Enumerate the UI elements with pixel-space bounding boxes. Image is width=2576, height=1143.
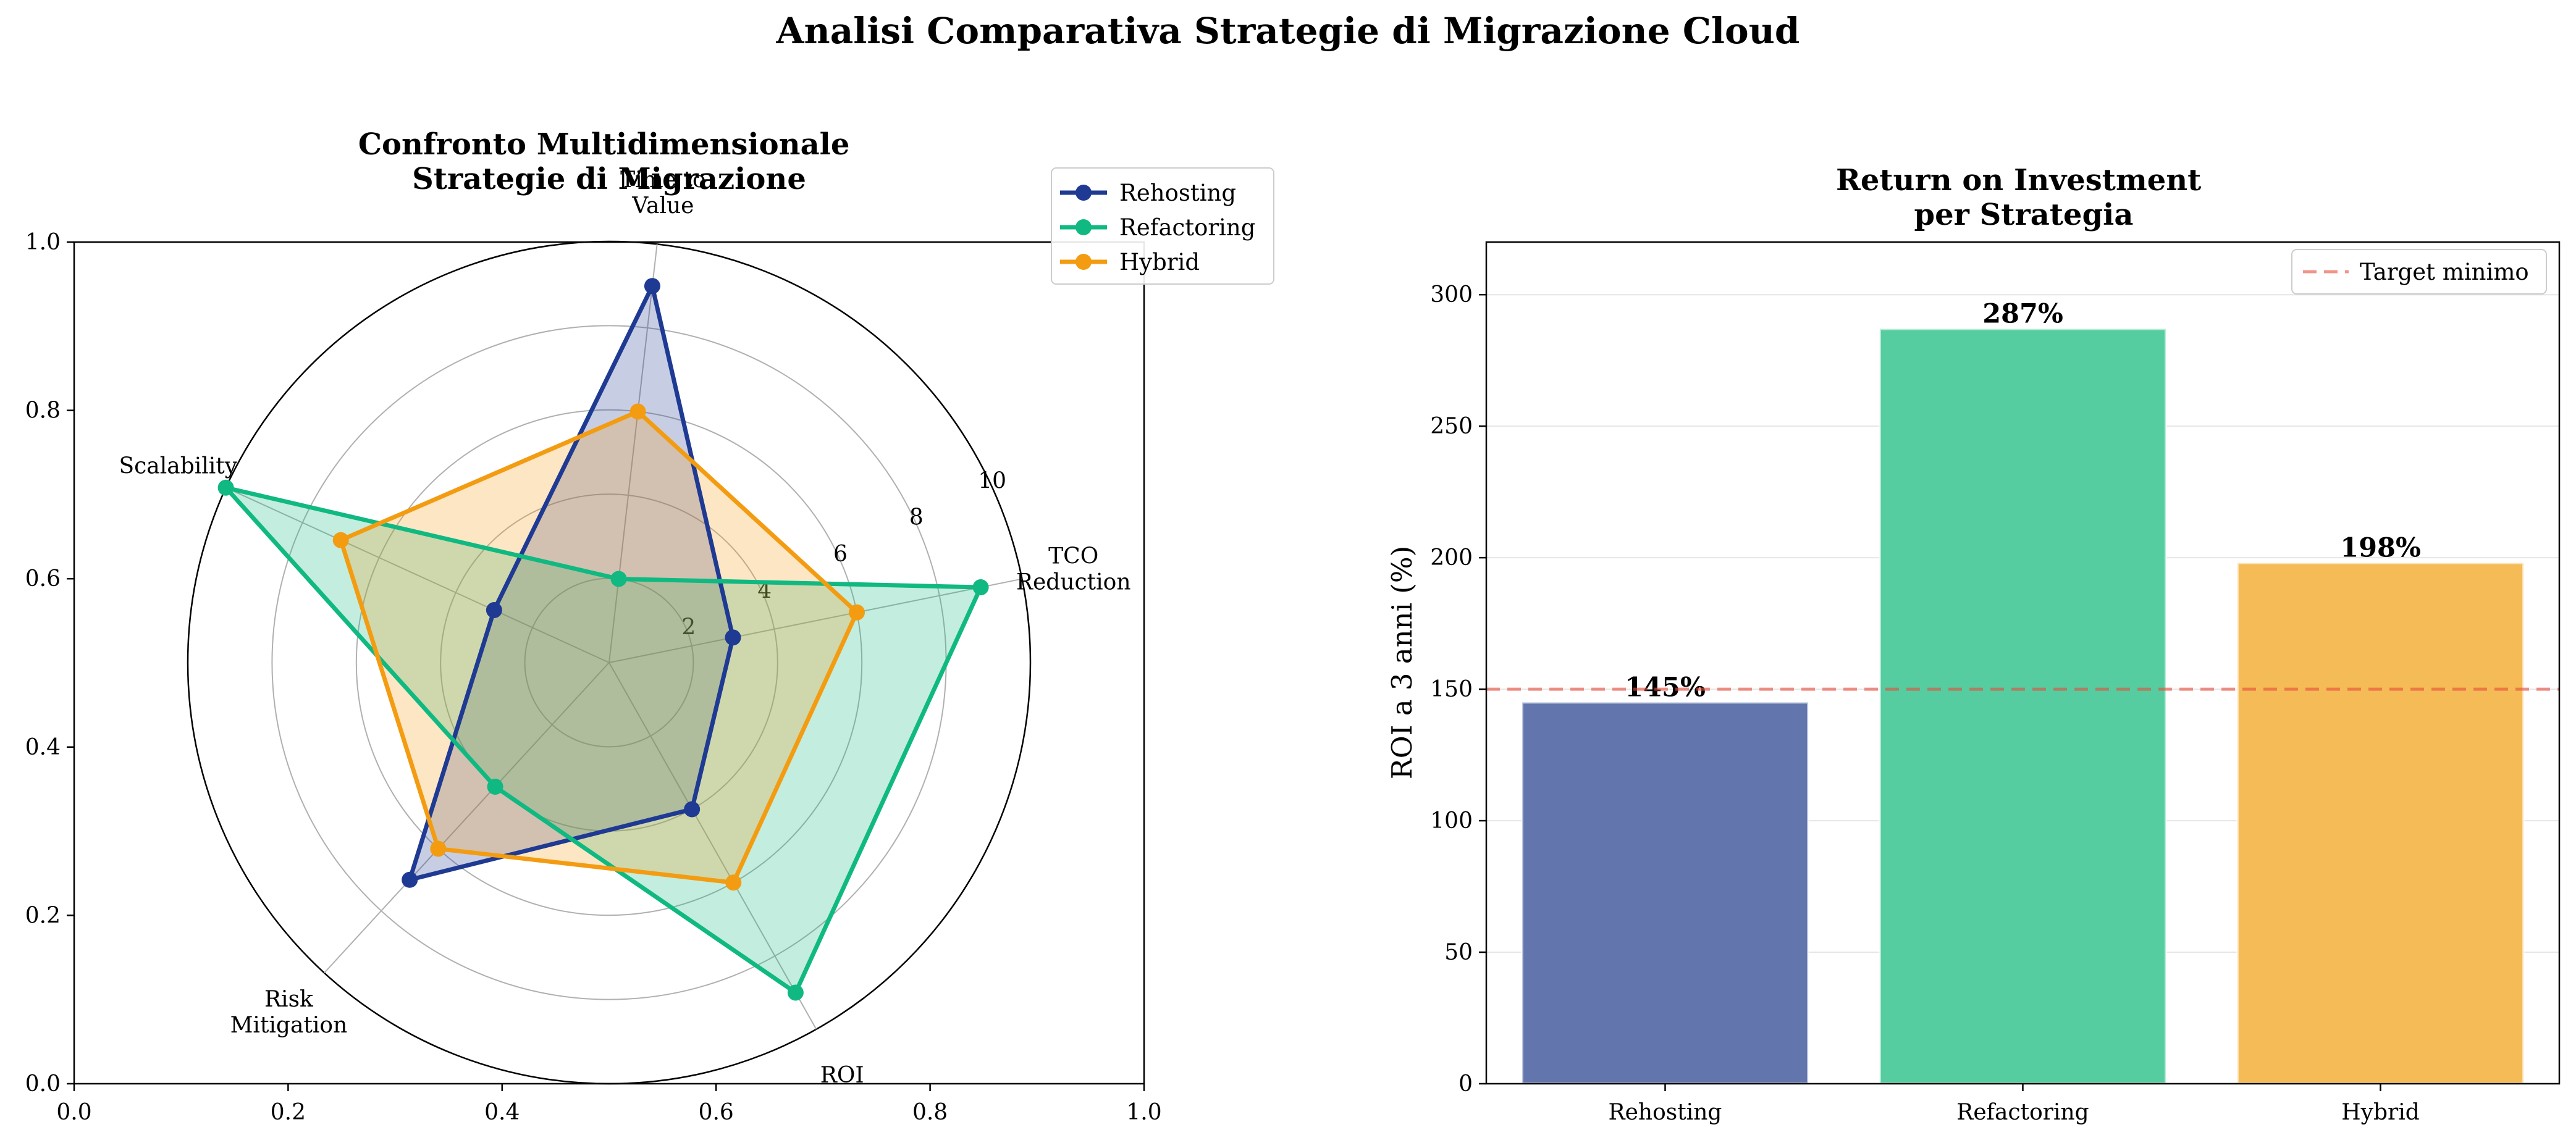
bar-legend-box — [2291, 249, 2547, 295]
radar-rtick-label: 4 — [757, 578, 772, 603]
radar-area-refactoring — [225, 487, 981, 993]
radar-category-label: ROI — [820, 1063, 864, 1088]
radar-point-rehosting — [644, 278, 660, 295]
legend-label-refactoring: Refactoring — [1119, 214, 1255, 241]
radar-point-hybrid — [725, 874, 742, 891]
radar-axis-labels: TCO Reduction Time to Value Scalability Risk M… — [119, 167, 1130, 1088]
radar-point-hybrid — [332, 532, 349, 548]
bar-ytick-label: 200 — [1430, 545, 1473, 571]
frame-ytick-label: 0.8 — [25, 398, 61, 424]
radar-grid: 2 4 6 8 10 — [187, 240, 1032, 1085]
legend-label-rehosting: Rehosting — [1119, 180, 1236, 206]
radar-line-hybrid — [339, 409, 859, 885]
radar-series — [217, 278, 989, 1001]
radar-title: Confronto Multidimensionale Strategie di… — [358, 127, 860, 196]
frame-xtick-label: 0.8 — [912, 1100, 948, 1125]
radar-line-rehosting — [407, 283, 736, 882]
radar-point-refactoring — [972, 579, 989, 596]
bar-ytick-label: 250 — [1430, 414, 1473, 439]
legend-marker-hybrid — [1075, 254, 1092, 270]
bar-xtick-label: Refactoring — [1956, 1100, 2089, 1125]
radar-category-label: Risk Mitigation — [230, 987, 348, 1038]
radar-line-refactoring — [224, 485, 983, 995]
bar-value-label: 145% — [1625, 672, 1706, 703]
radar-category-line: Mitigation — [230, 1013, 348, 1038]
bar-ytick-label: 300 — [1430, 282, 1473, 308]
bar-ytick-label: 150 — [1430, 677, 1473, 702]
radar-area-rehosting — [410, 286, 733, 880]
radar-category-line: Reduction — [1016, 570, 1131, 595]
radar-legend-box — [1051, 167, 1274, 285]
radar-category-label: TCO Reduction — [1016, 544, 1131, 595]
frame-xtick-label: 0.2 — [271, 1100, 306, 1125]
radar-category-label: Time to Value — [620, 167, 706, 219]
radar-point-refactoring — [787, 984, 804, 1001]
radar-point-hybrid — [849, 604, 865, 621]
radar-spoke — [324, 662, 610, 974]
radar-category-line: TCO — [1048, 544, 1098, 569]
bar-bars: 145% 287% 198% — [1520, 299, 2525, 1086]
bar-rehosting — [1520, 701, 1810, 1085]
legend-label-target: Target minimo — [2360, 259, 2529, 285]
radar-spoke — [608, 662, 817, 1030]
frame-xtick-label: 0.0 — [56, 1100, 91, 1125]
radar-legend: Rehosting Refactoring Hybrid — [1051, 167, 1274, 285]
legend-marker-rehosting — [1075, 185, 1092, 201]
bar-title: Return on Investment per Strategia — [1836, 163, 2212, 232]
bar-xtick-label: Rehosting — [1609, 1100, 1722, 1125]
frame-xtick-label: 0.6 — [699, 1100, 734, 1125]
bar-panel: Return on Investment per Strategia 145% 2… — [1386, 163, 2561, 1125]
legend-label-hybrid: Hybrid — [1119, 249, 1200, 275]
radar-point-hybrid — [629, 403, 646, 420]
bar-value-label: 198% — [2340, 533, 2421, 564]
bar-xtick-label: Hybrid — [2341, 1100, 2420, 1125]
frame-xtick-label: 0.4 — [484, 1100, 520, 1125]
bar-refactoring — [1878, 327, 2168, 1086]
radar-point-hybrid — [430, 840, 447, 857]
bar-ylabel: ROI a 3 anni (%) — [1386, 546, 1418, 779]
figure-title: Analisi Comparativa Strategie di Migrazi… — [776, 10, 1800, 52]
radar-spoke — [608, 244, 658, 663]
radar-category-line: Risk — [264, 987, 314, 1012]
frame-ytick-label: 0.2 — [25, 903, 61, 928]
radar-point-rehosting — [684, 801, 701, 818]
radar-point-rehosting — [725, 629, 741, 646]
radar-panel: Confronto Multidimensionale Strategie di… — [25, 127, 1274, 1125]
frame-ytick-label: 0.0 — [25, 1071, 61, 1097]
radar-rtick-label: 10 — [978, 468, 1006, 493]
bar-axes: 0 50 100 150 200 250 300 Rehosting Refactoring Hy… — [1430, 282, 2419, 1125]
radar-point-refactoring — [610, 571, 627, 587]
bar-legend: Target minimo — [2291, 249, 2547, 295]
radar-category-line: ROI — [820, 1063, 864, 1088]
frame-ytick-label: 0.4 — [25, 735, 61, 760]
radar-point-rehosting — [402, 871, 418, 888]
radar-spoke — [608, 578, 1022, 663]
radar-rtick-label: 2 — [681, 615, 696, 640]
radar-point-rehosting — [486, 602, 502, 619]
bar-hybrid — [2236, 561, 2525, 1085]
radar-rtick-label: 6 — [833, 542, 848, 567]
radar-rtick-label: 8 — [909, 505, 924, 530]
frame-xtick-label: 1.0 — [1126, 1100, 1161, 1125]
frame-ytick-label: 1.0 — [25, 230, 61, 255]
radar-ring — [187, 240, 1032, 1085]
bar-value-label: 287% — [1982, 299, 2063, 330]
radar-point-refactoring — [487, 778, 503, 795]
radar-category-label: Scalability — [119, 453, 237, 479]
bar-ytick-label: 50 — [1444, 940, 1473, 965]
legend-marker-refactoring — [1075, 219, 1092, 235]
radar-point-refactoring — [217, 479, 234, 496]
frame-ytick-label: 0.6 — [25, 566, 61, 592]
radar-frame-ticks: 0.0 0.2 0.4 0.6 0.8 1.0 0.0 0.2 0.4 0.6 0.8 1.0 — [25, 230, 1162, 1125]
radar-category-line: Value — [631, 193, 694, 219]
radar-category-line: Time to — [620, 167, 706, 193]
radar-ring — [355, 409, 863, 916]
bar-ytick-label: 0 — [1458, 1071, 1473, 1097]
radar-category-line: Scalability — [119, 453, 237, 479]
radar-spoke — [225, 487, 610, 663]
radar-area-hybrid — [340, 411, 857, 883]
bar-ytick-label: 100 — [1430, 808, 1473, 834]
